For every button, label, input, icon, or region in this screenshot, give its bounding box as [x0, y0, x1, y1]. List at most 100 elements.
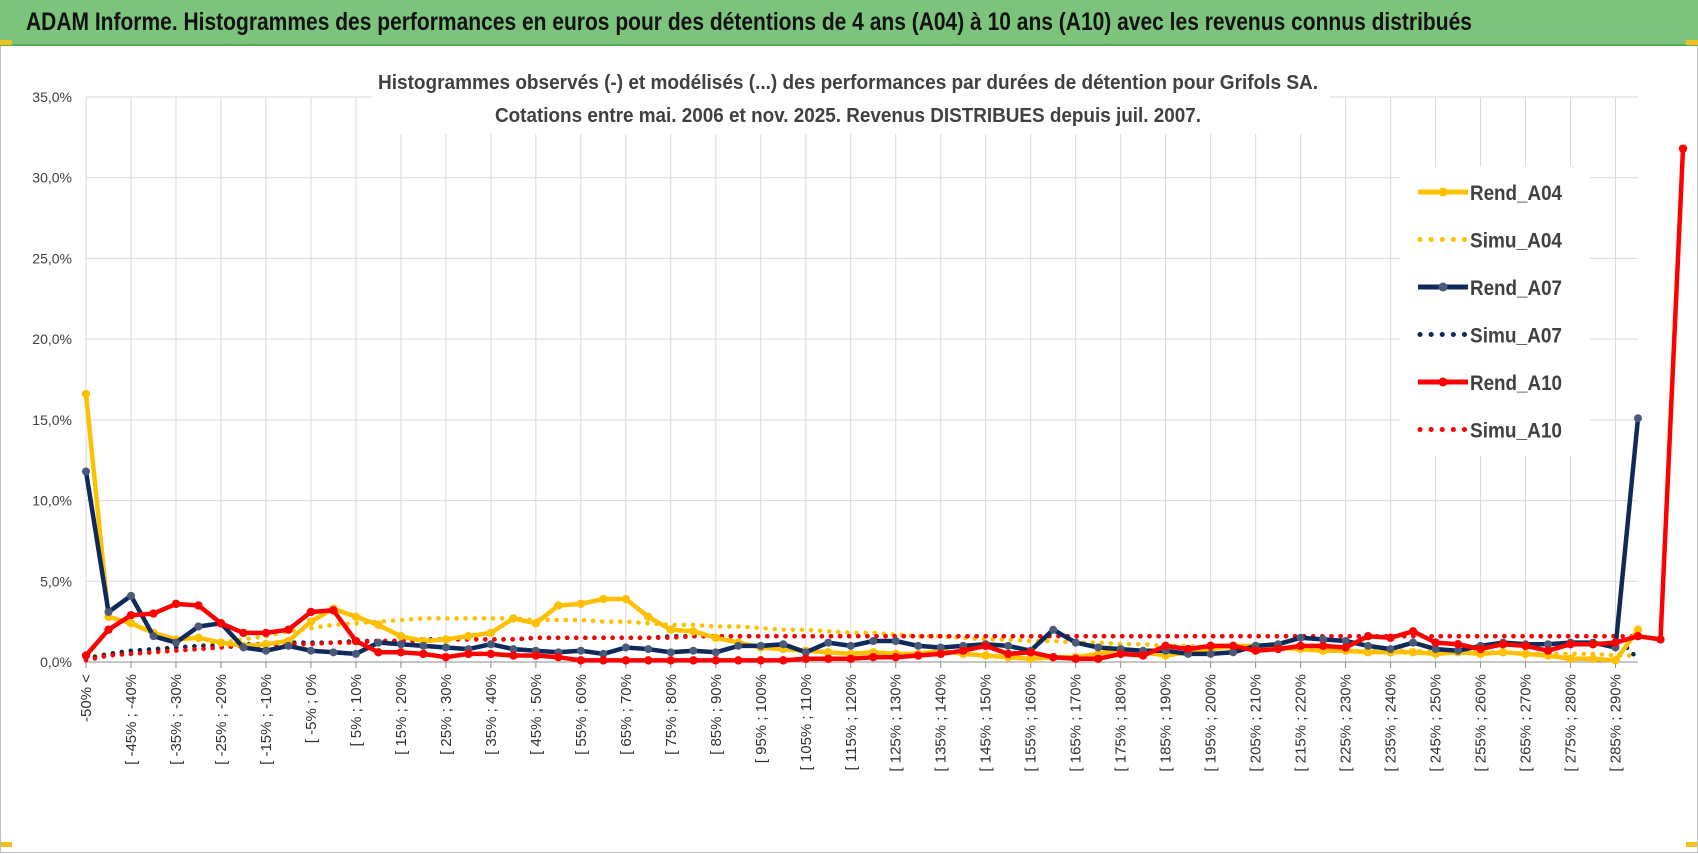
- data-point-Rend_A10: [1611, 638, 1620, 647]
- data-point-Rend_A10: [1004, 649, 1013, 659]
- y-tick-label: 5,0%: [40, 573, 72, 589]
- data-point-Rend_A10: [554, 652, 563, 662]
- data-point-Rend_A10: [351, 636, 361, 646]
- x-tick-label: [ 135% ; 140%: [933, 674, 950, 772]
- legend-marker-Rend_A07: [1438, 282, 1448, 292]
- data-point-Rend_A07: [756, 641, 765, 650]
- data-point-Rend_A10: [509, 651, 518, 660]
- data-point-Rend_A07: [149, 632, 158, 641]
- corner-marker: [1686, 842, 1698, 847]
- data-point-Rend_A07: [1206, 649, 1215, 658]
- legend-label-Rend_A07: Rend_A07: [1470, 277, 1562, 300]
- data-point-Rend_A04: [599, 594, 608, 604]
- legend-label-Simu_A07: Simu_A07: [1470, 325, 1562, 348]
- data-point-Rend_A10: [1566, 640, 1575, 649]
- data-point-Rend_A10: [1386, 633, 1395, 642]
- data-point-Rend_A10: [936, 649, 945, 659]
- data-point-Rend_A04: [1588, 654, 1598, 663]
- data-point-Rend_A07: [666, 648, 675, 657]
- legend-label-Simu_A04: Simu_A04: [1470, 230, 1562, 253]
- data-point-Rend_A07: [1319, 635, 1328, 644]
- data-point-Rend_A04: [576, 599, 586, 609]
- data-point-Rend_A07: [486, 640, 495, 649]
- y-tick-label: 30,0%: [32, 170, 72, 186]
- data-point-Rend_A07: [1386, 645, 1395, 654]
- data-point-Rend_A10: [81, 651, 91, 660]
- data-point-Rend_A10: [441, 652, 451, 662]
- x-tick-label: [ 35% ; 40%: [483, 674, 500, 755]
- data-point-Rend_A10: [306, 607, 316, 617]
- data-point-Rend_A07: [576, 646, 585, 655]
- data-point-Rend_A07: [239, 643, 248, 652]
- x-tick-label: [ 275% ; 280%: [1563, 674, 1580, 772]
- data-point-Rend_A04: [1611, 656, 1620, 665]
- x-tick-label: [ 15% ; 20%: [393, 674, 410, 755]
- data-point-Rend_A04: [1408, 648, 1418, 657]
- data-point-Rend_A07: [1094, 643, 1103, 652]
- data-point-Rend_A07: [509, 645, 518, 654]
- data-point-Rend_A04: [486, 628, 496, 638]
- data-point-Rend_A07: [779, 640, 788, 649]
- x-tick-label: [ 205% ; 210%: [1248, 674, 1265, 772]
- x-tick-label: [ -5% ; 0%: [303, 674, 320, 743]
- data-point-Rend_A10: [711, 656, 720, 665]
- x-tick-label: [ 185% ; 190%: [1158, 674, 1175, 772]
- data-point-Rend_A04: [1498, 648, 1508, 657]
- data-point-Rend_A07: [1431, 645, 1440, 654]
- data-point-Rend_A07: [374, 638, 383, 647]
- data-point-Rend_A10: [531, 651, 541, 660]
- data-point-Rend_A10: [126, 610, 136, 620]
- data-point-Rend_A10: [1431, 638, 1440, 647]
- data-point-Rend_A10: [1318, 641, 1328, 651]
- x-tick-label: [ 265% ; 270%: [1518, 674, 1535, 772]
- legend-marker-Rend_A10: [1438, 377, 1448, 387]
- y-tick-label: 0,0%: [40, 654, 72, 670]
- data-point-Rend_A10: [1341, 643, 1350, 652]
- data-point-Rend_A04: [441, 635, 451, 644]
- legend-label-Simu_A10: Simu_A10: [1470, 420, 1562, 443]
- data-point-Rend_A07: [689, 646, 698, 655]
- data-point-Rend_A10: [576, 656, 586, 665]
- data-point-Rend_A04: [644, 612, 653, 621]
- series-line-Simu_A07: [83, 633, 1641, 662]
- x-tick-label: [ 175% ; 180%: [1113, 674, 1130, 772]
- corner-marker: [0, 40, 12, 45]
- data-point-Rend_A04: [374, 620, 383, 630]
- data-point-Rend_A07: [396, 640, 405, 649]
- data-point-Rend_A07: [1544, 640, 1553, 649]
- data-point-Rend_A07: [914, 641, 923, 650]
- data-point-Rend_A04: [1566, 654, 1575, 663]
- data-point-Rend_A07: [1229, 648, 1238, 657]
- x-axis: -50% < [ -45% ; -40% [ -35% ; -30% [ -25% ;…: [78, 661, 1638, 772]
- data-point-Rend_A07: [1454, 646, 1463, 655]
- corner-marker: [0, 842, 12, 847]
- data-point-Rend_A07: [711, 648, 720, 657]
- data-point-Rend_A04: [1521, 649, 1530, 659]
- data-point-Rend_A04: [531, 619, 541, 628]
- data-point-Rend_A04: [711, 633, 720, 642]
- x-tick-label: [ 215% ; 220%: [1293, 674, 1310, 772]
- data-point-Rend_A07: [1409, 638, 1418, 647]
- data-point-Rend_A04: [1026, 654, 1035, 663]
- data-point-Rend_A10: [1093, 654, 1103, 663]
- data-point-Rend_A07: [104, 607, 113, 616]
- data-point-Rend_A07: [351, 649, 360, 658]
- data-point-Rend_A07: [419, 641, 428, 650]
- data-point-Rend_A10: [1521, 641, 1530, 651]
- x-tick-label: [ 115% ; 120%: [843, 674, 860, 770]
- data-point-Rend_A04: [1363, 648, 1373, 657]
- data-point-Rend_A10: [149, 609, 158, 618]
- x-tick-label: [ 5% ; 10%: [348, 674, 365, 747]
- data-point-Rend_A07: [194, 622, 203, 631]
- x-tick-label: -50% <: [78, 674, 95, 722]
- data-point-Rend_A04: [261, 640, 271, 649]
- x-tick-label: [ 225% ; 230%: [1338, 674, 1355, 772]
- data-point-Rend_A10: [1228, 641, 1238, 651]
- data-point-Rend_A10: [644, 656, 653, 665]
- data-point-Rend_A04: [509, 614, 518, 623]
- data-point-Rend_A10: [284, 625, 293, 634]
- x-tick-label: [ -45% ; -40%: [123, 674, 140, 765]
- data-point-Rend_A07: [824, 638, 833, 647]
- data-point-Rend_A10: [599, 656, 608, 665]
